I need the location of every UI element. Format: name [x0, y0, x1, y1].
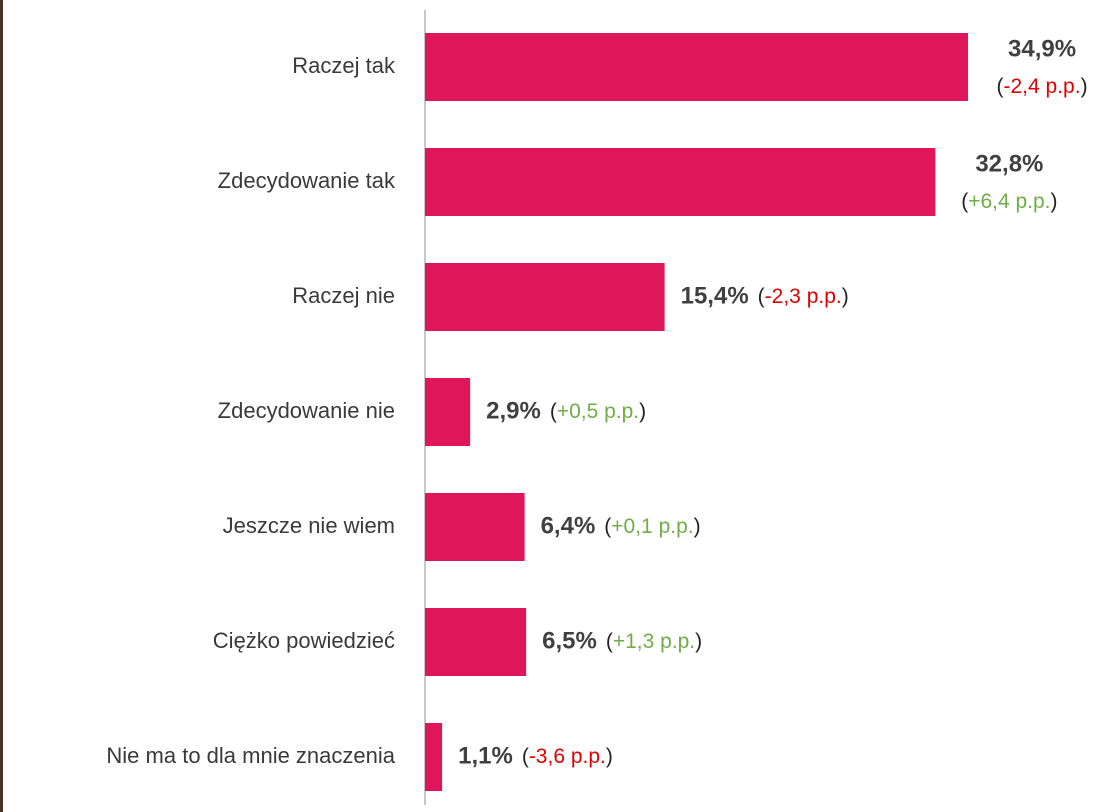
category-label: Nie ma to dla mnie znaczenia: [106, 743, 395, 768]
category-label: Ciężko powiedzieć: [213, 628, 395, 653]
value-label: 6,4%: [541, 512, 596, 539]
bar: [425, 493, 525, 561]
change-label: (+0,1 p.p.): [604, 515, 700, 538]
category-label: Raczej nie: [292, 283, 395, 308]
category-label: Zdecydowanie tak: [218, 168, 396, 193]
change-label: (+1,3 p.p.): [606, 630, 702, 653]
category-label: Jeszcze nie wiem: [223, 513, 395, 538]
change-label: (-2,3 p.p.): [758, 285, 849, 308]
change-label: (+0,5 p.p.): [550, 400, 646, 423]
value-label: 2,9%: [486, 397, 541, 424]
category-label: Zdecydowanie nie: [218, 398, 395, 423]
change-label: (+6,4 p.p.): [961, 190, 1057, 213]
bar: [425, 378, 471, 446]
bar: [425, 263, 665, 331]
value-label: 1,1%: [458, 742, 513, 769]
value-label: 15,4%: [681, 282, 749, 309]
change-label: (-2,4 p.p.): [997, 75, 1088, 98]
change-label: (-3,6 p.p.): [522, 745, 613, 768]
bar: [425, 723, 443, 791]
bar: [425, 148, 936, 216]
left-edge: [0, 0, 3, 812]
value-label: 34,9%: [1008, 35, 1076, 62]
bar: [425, 33, 969, 101]
bar: [425, 608, 527, 676]
value-label: 6,5%: [542, 627, 597, 654]
value-label: 32,8%: [975, 150, 1043, 177]
category-label: Raczej tak: [292, 53, 396, 78]
